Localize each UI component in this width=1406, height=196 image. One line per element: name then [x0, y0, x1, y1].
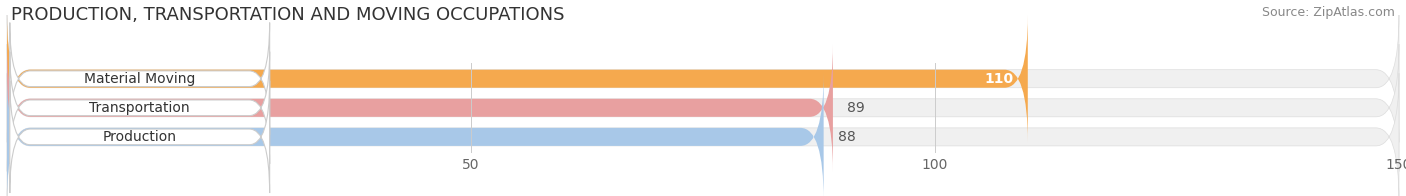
FancyBboxPatch shape: [10, 23, 270, 135]
FancyBboxPatch shape: [10, 52, 270, 164]
Text: Transportation: Transportation: [90, 101, 190, 115]
FancyBboxPatch shape: [7, 44, 1399, 172]
FancyBboxPatch shape: [7, 15, 1028, 142]
FancyBboxPatch shape: [10, 81, 270, 193]
FancyBboxPatch shape: [7, 73, 1399, 196]
FancyBboxPatch shape: [7, 15, 1399, 142]
Text: Production: Production: [103, 130, 177, 144]
FancyBboxPatch shape: [7, 44, 832, 172]
Text: 89: 89: [846, 101, 865, 115]
Text: 88: 88: [838, 130, 855, 144]
Text: Material Moving: Material Moving: [84, 72, 195, 86]
FancyBboxPatch shape: [7, 73, 824, 196]
Text: Source: ZipAtlas.com: Source: ZipAtlas.com: [1261, 6, 1395, 19]
Text: PRODUCTION, TRANSPORTATION AND MOVING OCCUPATIONS: PRODUCTION, TRANSPORTATION AND MOVING OC…: [11, 6, 565, 24]
Text: 110: 110: [984, 72, 1014, 86]
